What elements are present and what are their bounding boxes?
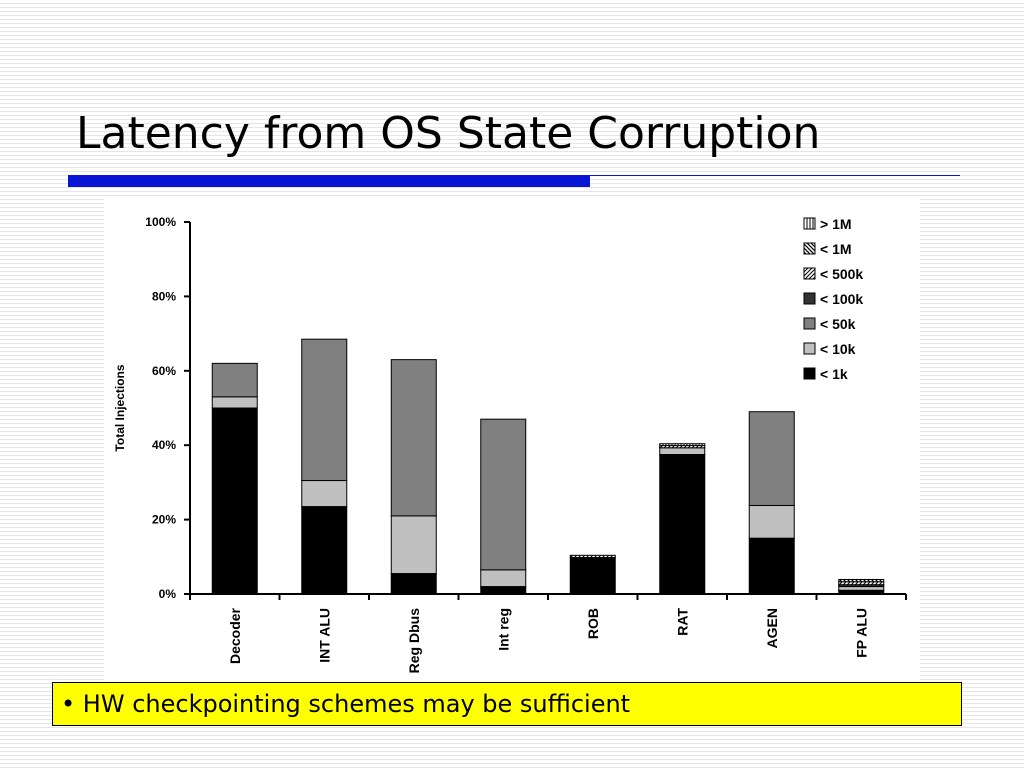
legend-swatch [803,292,816,305]
bar-segment [211,396,258,409]
title-underline-thin [590,175,960,176]
legend-label: < 100k [820,291,863,307]
bar-segment [480,569,527,588]
bar-segment [480,418,527,571]
bar-segment [748,537,795,595]
bullet-mark: • [61,690,76,718]
x-category-label: FP ALU [853,608,869,658]
legend-label: < 1k [820,366,848,382]
y-axis-label: Total Injections [113,364,127,451]
legend-swatch [803,267,816,280]
legend-label: < 50k [820,316,856,332]
x-category-label: Int reg [495,608,511,651]
bar-segment [748,504,795,539]
x-category-label: AGEN [764,608,780,648]
y-tick-label: 20% [152,513,176,527]
title-underline-thick [68,175,590,187]
bar-segment [569,557,616,595]
bar-segment [838,578,885,583]
bar-segment [211,362,258,398]
legend-label: < 10k [820,341,856,357]
x-category-label: RAT [674,608,690,636]
latency-stacked-bar-chart: 0% 20% 40% 60% 80% 100% Total Injections Decod… [113,215,907,674]
y-tick-label: 100% [145,215,176,229]
bullet-callout: • HW checkpointing schemes may be suffic… [52,682,962,726]
bar-segment [659,443,706,447]
bar-segment [390,515,437,575]
bar-segment [301,480,348,508]
bar-segment [211,407,258,595]
bar-segment [748,411,795,506]
bar-segment [301,338,348,482]
legend-label: > 1M [820,216,852,232]
bar-segment [659,454,706,595]
bullet-text: HW checkpointing schemes may be sufficie… [82,690,631,718]
x-category-label: ROB [585,608,601,639]
bar-segment [480,586,527,595]
bar-segment [659,447,706,456]
chart-panel: 0% 20% 40% 60% 80% 100% Total Injections Decod… [104,196,920,686]
y-tick-label: 0% [159,587,177,601]
bar-segment [390,359,437,517]
legend-swatch [803,217,816,230]
legend-label: < 1M [820,241,852,257]
legend-swatch [803,342,816,355]
legend-swatch [803,317,816,330]
legend-swatch [803,367,816,380]
y-tick-label: 60% [152,364,176,378]
slide-title: Latency from OS State Corruption [76,108,821,159]
bar-segment [390,573,437,595]
x-category-label: INT ALU [316,608,332,663]
bar-segment [569,554,616,559]
x-category-label: Reg Dbus [406,608,422,674]
bar-segment [301,506,348,595]
x-category-label: Decoder [227,607,243,664]
y-tick-label: 40% [152,438,176,452]
bar-segment [838,586,885,591]
legend-swatch [803,242,816,255]
y-tick-label: 80% [152,289,176,303]
legend-label: < 500k [820,266,863,282]
